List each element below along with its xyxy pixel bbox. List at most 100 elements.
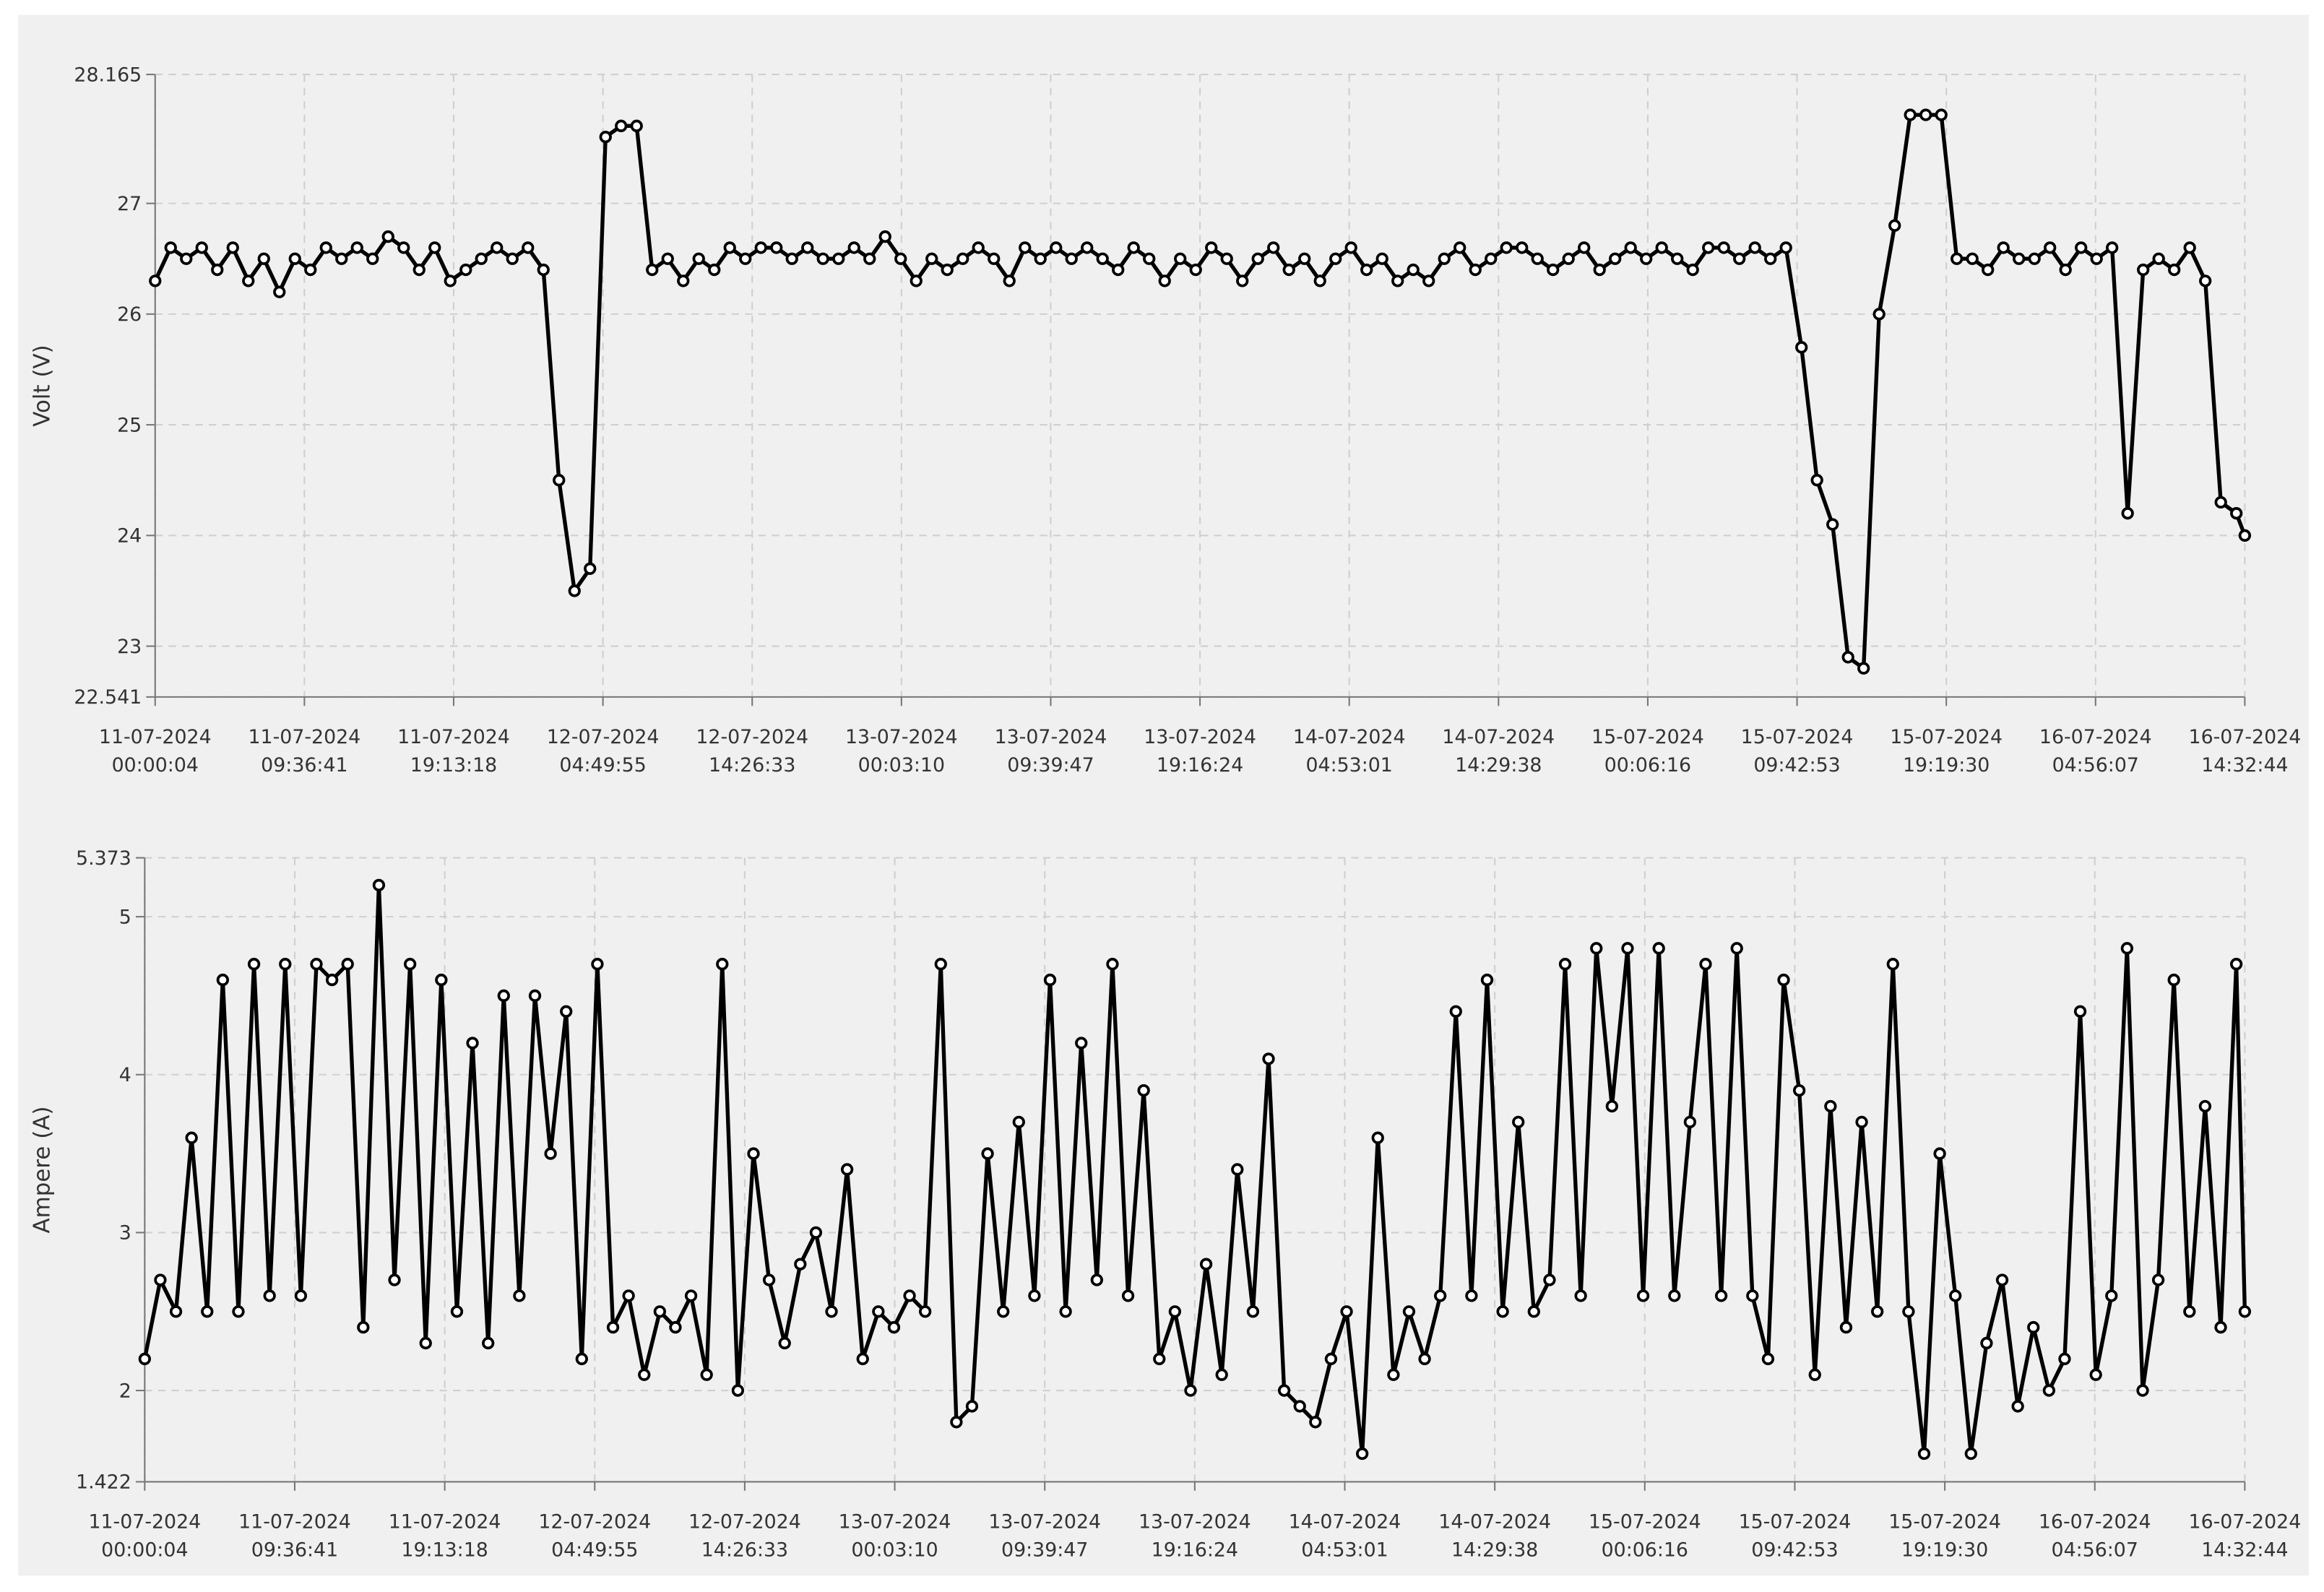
data-point bbox=[1578, 241, 1591, 254]
y-tick-label: 24 bbox=[117, 525, 142, 548]
x-tick-label-time: 19:19:30 bbox=[1903, 754, 1990, 776]
data-point bbox=[537, 263, 550, 277]
x-tick-label-time: 19:13:18 bbox=[410, 754, 497, 776]
data-point bbox=[1668, 1289, 1681, 1302]
data-point bbox=[1995, 1273, 2009, 1286]
data-point bbox=[1655, 241, 1668, 254]
data-point bbox=[1158, 274, 1171, 287]
y-tick-label: 3 bbox=[119, 1222, 131, 1245]
data-point bbox=[1034, 252, 1047, 265]
data-point bbox=[1951, 252, 1964, 265]
x-tick-label-date: 13-07-2024 bbox=[1139, 1510, 1251, 1533]
data-point bbox=[1344, 241, 1357, 254]
x-tick-label-date: 14-07-2024 bbox=[1289, 1510, 1401, 1533]
data-point bbox=[762, 1273, 776, 1286]
data-point bbox=[1590, 942, 1603, 955]
data-point bbox=[2058, 1352, 2071, 1365]
x-tick-label-date: 13-07-2024 bbox=[839, 1510, 951, 1533]
x-tick-label-time: 04:56:07 bbox=[2052, 754, 2139, 776]
data-point bbox=[661, 252, 674, 265]
data-point bbox=[304, 263, 317, 277]
data-point bbox=[1966, 252, 1979, 265]
data-point bbox=[1904, 108, 1917, 121]
data-point bbox=[154, 1273, 167, 1286]
data-point bbox=[1746, 1289, 1759, 1302]
data-point bbox=[444, 274, 457, 287]
data-point bbox=[1624, 241, 1637, 254]
data-point bbox=[1574, 1289, 1587, 1302]
data-point bbox=[403, 958, 417, 971]
data-point bbox=[1199, 1258, 1213, 1271]
data-point bbox=[350, 241, 363, 254]
data-point bbox=[2106, 241, 2119, 254]
data-point bbox=[247, 958, 261, 971]
data-point bbox=[319, 241, 332, 254]
data-point bbox=[2230, 507, 2243, 520]
data-point bbox=[981, 1147, 994, 1160]
x-tick-label-date: 13-07-2024 bbox=[845, 726, 958, 748]
data-point bbox=[1902, 1305, 1915, 1318]
data-point bbox=[1277, 1384, 1291, 1397]
data-point bbox=[584, 562, 597, 575]
data-point bbox=[2198, 1099, 2212, 1113]
data-point bbox=[785, 252, 798, 265]
data-point bbox=[1795, 341, 1808, 354]
data-point bbox=[341, 958, 354, 971]
data-point bbox=[1527, 1305, 1540, 1318]
data-point bbox=[1935, 108, 1948, 121]
data-point bbox=[832, 252, 845, 265]
data-point bbox=[553, 474, 566, 487]
data-point bbox=[2027, 1320, 2040, 1334]
data-point bbox=[1512, 1115, 1525, 1129]
data-point bbox=[1298, 252, 1311, 265]
data-point bbox=[739, 252, 752, 265]
x-tick-label-date: 14-07-2024 bbox=[1438, 1510, 1551, 1533]
x-tick-label-date: 11-07-2024 bbox=[397, 726, 510, 748]
data-point bbox=[575, 1352, 588, 1365]
data-point bbox=[1872, 308, 1885, 321]
x-tick-label-time: 00:00:04 bbox=[112, 754, 199, 776]
data-point bbox=[513, 1289, 526, 1302]
data-point bbox=[1184, 1384, 1197, 1397]
y-tick-label: 23 bbox=[117, 636, 142, 658]
data-point bbox=[1137, 1083, 1150, 1097]
data-point bbox=[2238, 529, 2252, 542]
data-point bbox=[1422, 274, 1435, 287]
data-point bbox=[700, 1368, 713, 1381]
data-point bbox=[1949, 1289, 1962, 1302]
data-point bbox=[1324, 1352, 1338, 1365]
data-point bbox=[1652, 942, 1665, 955]
data-point bbox=[1168, 1305, 1182, 1318]
data-point bbox=[2183, 241, 2196, 254]
data-point bbox=[2075, 241, 2088, 254]
data-point bbox=[1205, 241, 1218, 254]
data-point bbox=[169, 1305, 183, 1318]
data-point bbox=[2121, 507, 2134, 520]
x-tick-label-time: 14:29:38 bbox=[1451, 1539, 1538, 1562]
data-point bbox=[1621, 942, 1634, 955]
data-point bbox=[1065, 252, 1078, 265]
data-point bbox=[1919, 108, 1932, 121]
data-point bbox=[201, 1305, 214, 1318]
data-point bbox=[1997, 241, 2010, 254]
data-point bbox=[544, 1147, 557, 1160]
data-point bbox=[1855, 1115, 1868, 1129]
y-tick-label: 1.422 bbox=[76, 1471, 131, 1494]
data-point bbox=[2183, 1305, 2196, 1318]
data-point bbox=[1496, 1305, 1509, 1318]
x-tick-label-date: 12-07-2024 bbox=[688, 1510, 801, 1533]
data-point bbox=[794, 1258, 807, 1271]
x-tick-label-date: 16-07-2024 bbox=[2039, 1510, 2151, 1533]
data-point bbox=[716, 958, 729, 971]
data-point bbox=[1121, 1289, 1135, 1302]
x-tick-label-time: 09:36:41 bbox=[261, 754, 347, 776]
data-point bbox=[366, 252, 379, 265]
data-point bbox=[847, 241, 860, 254]
data-point bbox=[1043, 973, 1057, 987]
data-point bbox=[1189, 263, 1202, 277]
data-point bbox=[1371, 1131, 1384, 1144]
data-point bbox=[1112, 263, 1125, 277]
data-point bbox=[2214, 1320, 2227, 1334]
x-tick-label-date: 14-07-2024 bbox=[1442, 726, 1555, 748]
data-point bbox=[1810, 474, 1823, 487]
